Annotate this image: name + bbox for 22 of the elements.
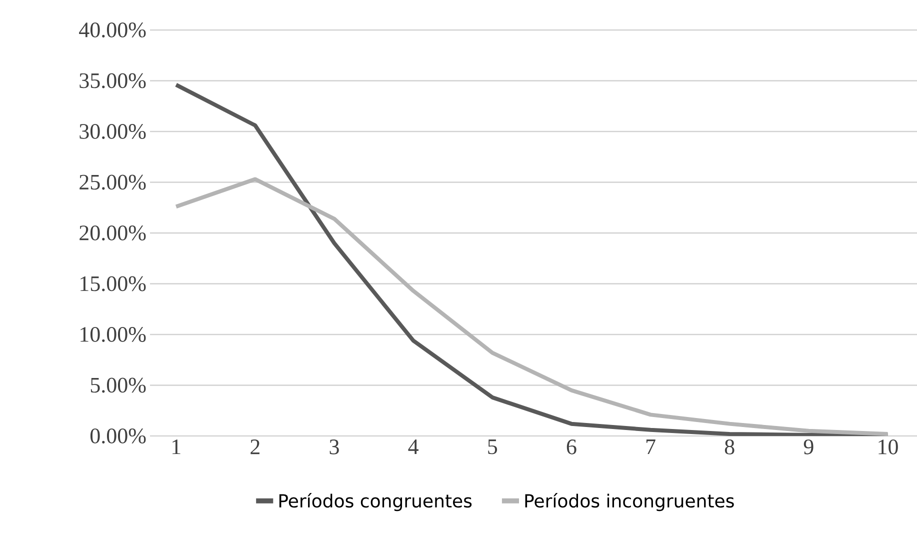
legend-label: Períodos congruentes xyxy=(279,492,472,512)
legend-label: Períodos incongruentes xyxy=(525,492,734,512)
y-tick-label: 30.00% xyxy=(80,124,146,139)
x-tick-label: 8 xyxy=(724,440,734,454)
y-tick-label: 35.00% xyxy=(80,73,146,88)
y-tick-label: 5.00% xyxy=(90,378,146,393)
y-tick-label: 25.00% xyxy=(80,174,146,190)
x-tick-label: 1 xyxy=(172,440,180,454)
y-tick-label: 10.00% xyxy=(80,327,146,342)
y-tick-label: 20.00% xyxy=(80,226,146,240)
y-tick-label: 40.00% xyxy=(79,22,146,38)
x-tick-label: 2 xyxy=(250,440,260,454)
x-tick-label: 5 xyxy=(488,440,498,454)
x-tick-label: 7 xyxy=(646,440,656,454)
x-tick-label: 9 xyxy=(804,440,814,454)
y-tick-label: 15.00% xyxy=(80,276,146,292)
x-tick-label: 10 xyxy=(878,440,898,454)
x-tick-label: 4 xyxy=(408,440,418,454)
y-tick-label: 0.00% xyxy=(90,428,146,444)
line-series xyxy=(174,177,890,436)
x-tick-label: 6 xyxy=(566,440,576,454)
x-tick-label: 3 xyxy=(330,440,339,454)
